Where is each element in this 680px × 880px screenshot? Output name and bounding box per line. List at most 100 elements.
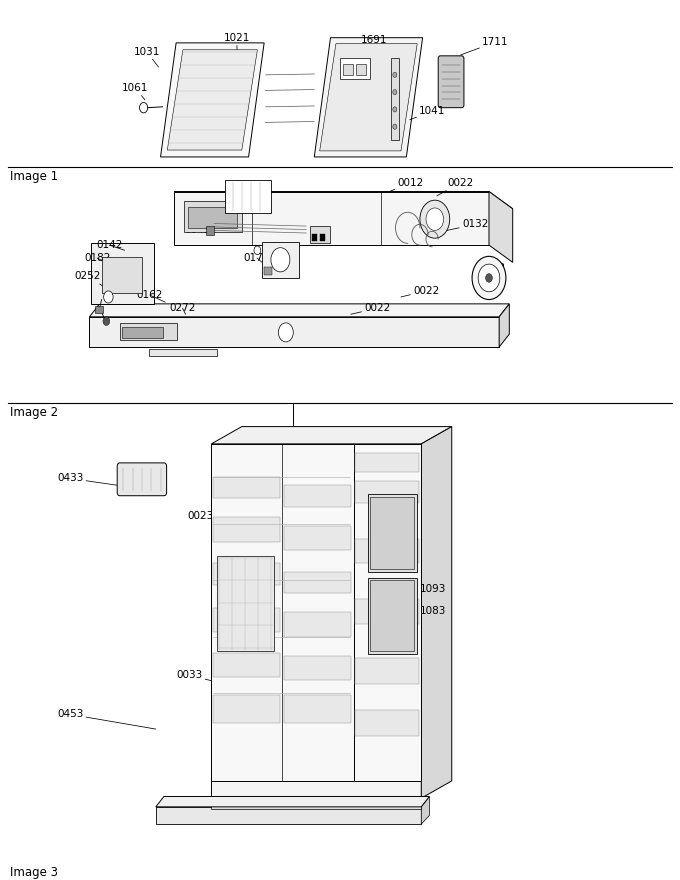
Text: 0042: 0042 xyxy=(184,224,211,235)
Polygon shape xyxy=(160,43,264,157)
Bar xyxy=(101,257,142,294)
Bar xyxy=(355,599,419,624)
Text: 0082: 0082 xyxy=(475,262,506,280)
Circle shape xyxy=(486,274,492,282)
Bar xyxy=(371,581,415,651)
Bar xyxy=(184,201,242,232)
Circle shape xyxy=(254,246,260,254)
Bar xyxy=(206,226,214,235)
Text: 0022: 0022 xyxy=(211,209,237,221)
Polygon shape xyxy=(314,38,423,157)
Circle shape xyxy=(478,264,500,292)
Text: 1691: 1691 xyxy=(360,35,387,52)
Bar xyxy=(284,486,351,507)
Text: 0172: 0172 xyxy=(244,253,270,263)
Text: 0142: 0142 xyxy=(96,240,124,250)
Circle shape xyxy=(103,317,109,326)
Polygon shape xyxy=(156,807,422,825)
Polygon shape xyxy=(211,444,422,798)
Text: 1711: 1711 xyxy=(460,37,509,55)
Bar xyxy=(188,207,237,228)
Circle shape xyxy=(472,256,506,299)
Bar xyxy=(262,242,299,278)
Circle shape xyxy=(393,106,397,112)
Bar xyxy=(149,348,217,356)
Text: 1051: 1051 xyxy=(382,106,409,120)
FancyBboxPatch shape xyxy=(438,55,464,107)
Bar xyxy=(284,612,351,636)
Text: Image 1: Image 1 xyxy=(10,170,58,183)
Bar xyxy=(320,234,325,241)
Text: 1083: 1083 xyxy=(394,605,446,620)
Circle shape xyxy=(393,72,397,77)
Bar xyxy=(391,57,399,140)
Text: 0072: 0072 xyxy=(228,185,254,200)
Polygon shape xyxy=(167,50,257,150)
Polygon shape xyxy=(354,444,422,781)
Bar xyxy=(311,234,317,241)
Text: 0022: 0022 xyxy=(401,286,439,297)
Bar xyxy=(213,563,280,584)
Text: 0162: 0162 xyxy=(137,290,165,302)
Bar xyxy=(213,517,280,541)
Polygon shape xyxy=(91,244,154,304)
Text: 1701: 1701 xyxy=(348,72,375,88)
Bar xyxy=(284,656,351,680)
Text: 0132: 0132 xyxy=(447,219,488,231)
Bar xyxy=(95,306,103,312)
Text: 0433: 0433 xyxy=(57,473,130,488)
Text: 1021: 1021 xyxy=(224,33,250,52)
Bar xyxy=(355,539,419,563)
Bar xyxy=(120,323,177,341)
Polygon shape xyxy=(174,192,489,246)
Bar xyxy=(213,653,280,678)
Bar xyxy=(225,180,271,213)
Text: 1061: 1061 xyxy=(122,83,148,100)
Polygon shape xyxy=(422,427,452,798)
Bar xyxy=(343,64,353,75)
Circle shape xyxy=(393,124,397,129)
Circle shape xyxy=(278,323,293,342)
Text: Image 3: Image 3 xyxy=(10,866,58,878)
Bar xyxy=(213,608,280,632)
Circle shape xyxy=(103,291,113,303)
Polygon shape xyxy=(90,304,509,317)
Polygon shape xyxy=(211,427,452,444)
Polygon shape xyxy=(320,44,418,150)
Bar xyxy=(371,496,415,569)
Polygon shape xyxy=(489,192,513,262)
Text: 1041: 1041 xyxy=(410,106,445,120)
Bar xyxy=(369,494,418,572)
Bar xyxy=(309,226,330,244)
FancyBboxPatch shape xyxy=(117,463,167,495)
Text: 0022: 0022 xyxy=(437,178,473,196)
Bar xyxy=(355,453,419,473)
Polygon shape xyxy=(211,444,354,781)
Polygon shape xyxy=(422,796,429,825)
Bar xyxy=(355,481,419,502)
Text: 0252: 0252 xyxy=(75,271,106,289)
Polygon shape xyxy=(499,304,509,347)
Circle shape xyxy=(271,247,290,272)
Circle shape xyxy=(426,208,443,231)
Text: 0272: 0272 xyxy=(169,304,196,314)
Bar xyxy=(122,327,163,338)
Bar xyxy=(213,695,280,723)
Circle shape xyxy=(393,90,397,95)
Bar xyxy=(284,695,351,723)
Text: 1093: 1093 xyxy=(393,584,446,596)
Bar xyxy=(284,572,351,593)
Bar xyxy=(211,797,422,810)
Polygon shape xyxy=(90,317,499,347)
Polygon shape xyxy=(174,192,513,209)
Bar xyxy=(355,710,419,736)
Text: 0023: 0023 xyxy=(187,510,217,524)
Circle shape xyxy=(139,102,148,113)
Text: 0012: 0012 xyxy=(390,178,424,192)
Text: Image 2: Image 2 xyxy=(10,406,58,419)
Bar xyxy=(213,477,280,498)
Text: 1031: 1031 xyxy=(133,47,160,67)
Polygon shape xyxy=(156,796,429,807)
Text: 0033: 0033 xyxy=(176,671,226,684)
Bar xyxy=(340,57,371,79)
